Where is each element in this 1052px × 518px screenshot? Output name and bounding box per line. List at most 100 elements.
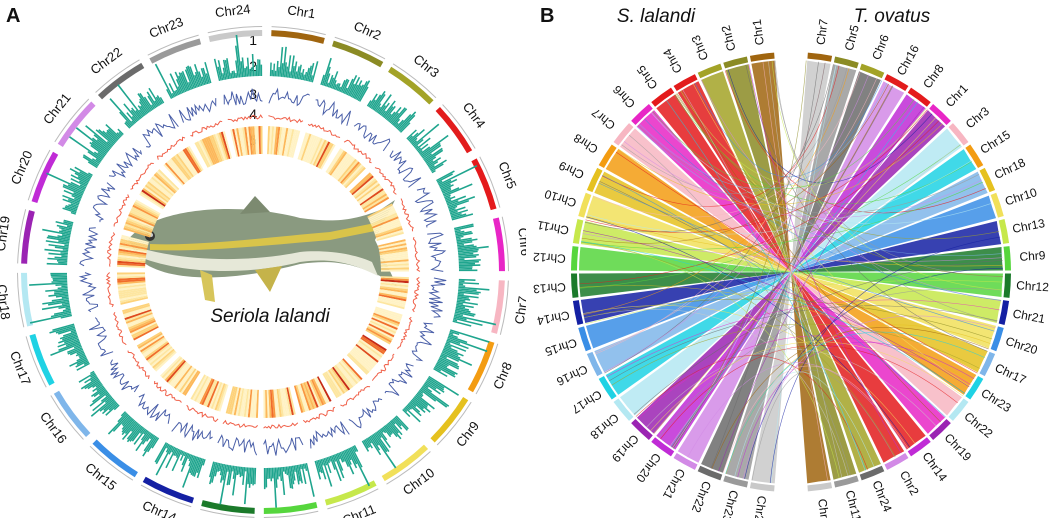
- gene-density-bar: [272, 63, 276, 77]
- heatmap-cell: [244, 126, 250, 155]
- line-track-3: [108, 147, 143, 178]
- line-track-3: [427, 232, 447, 272]
- gene-density-bar: [107, 413, 129, 435]
- heatmap-cell: [239, 388, 246, 417]
- heatmap-cell: [132, 204, 159, 220]
- gene-density-bar: [62, 194, 81, 203]
- gene-density-bar: [387, 422, 402, 440]
- heatmap-cell: [370, 212, 398, 226]
- gene-density-bar: [84, 378, 100, 390]
- line-track-3: [142, 113, 179, 148]
- heatmap-cell: [363, 195, 389, 212]
- heatmap-cell: [325, 148, 343, 173]
- gene-density-bar: [64, 206, 77, 212]
- gene-density-bar: [383, 425, 392, 436]
- gene-density-bar: [135, 431, 151, 452]
- gene-density-bar: [60, 252, 68, 255]
- heatmap-cell: [380, 267, 409, 270]
- gene-density-bar: [52, 279, 68, 282]
- synteny-link: [583, 298, 993, 340]
- gene-density-bar: [257, 59, 260, 77]
- heatmap-cell: [361, 335, 386, 353]
- chromosome-label: Chr1: [286, 2, 316, 21]
- heatmap-cell: [179, 151, 197, 176]
- gene-density-bar: [438, 358, 459, 370]
- heatmap-cell: [166, 360, 186, 383]
- synteny-link: [660, 345, 958, 440]
- synteny-link: [687, 362, 908, 458]
- gene-density-bar: [97, 151, 105, 158]
- gene-density-bar: [276, 60, 279, 77]
- heatmap-cell: [118, 248, 147, 255]
- gene-density-bar: [154, 100, 159, 107]
- synteny-link: [583, 305, 916, 445]
- heatmap-cell: [338, 160, 359, 183]
- heatmap-cell: [119, 293, 148, 301]
- heatmap-cell: [377, 239, 406, 248]
- gene-density-bar: [458, 266, 473, 269]
- gene-density-bar: [333, 84, 337, 90]
- gene-density-bar: [59, 226, 72, 232]
- gene-density-bar: [286, 55, 292, 78]
- synteny-link: [742, 315, 996, 479]
- heatmap-cell: [270, 126, 275, 155]
- gene-density-bar: [185, 66, 196, 89]
- gene-density-bar: [439, 355, 459, 366]
- heatmap-cell: [161, 356, 183, 379]
- synteny-link: [769, 236, 1001, 484]
- heatmap-cell: [374, 309, 402, 321]
- gene-density-bar: [302, 463, 306, 469]
- synteny-link: [711, 327, 989, 469]
- gene-density-bar: [423, 383, 429, 389]
- gene-density-bar: [437, 359, 449, 367]
- gene-density-bar: [106, 129, 119, 141]
- gene-density-bar: [67, 345, 82, 353]
- gene-density-bar: [70, 211, 76, 215]
- gene-density-bar: [48, 252, 68, 256]
- gene-density-bar: [135, 110, 143, 119]
- heatmap-cell: [369, 320, 397, 334]
- right-chromosome-label: Chr3: [963, 104, 992, 132]
- gene-density-bar: [434, 365, 456, 378]
- gene-density-bar: [455, 235, 464, 239]
- gene-density-bar: [283, 62, 287, 78]
- gene-density-bar: [80, 377, 99, 390]
- heatmap-cell: [170, 363, 190, 387]
- gene-density-bar: [217, 463, 221, 472]
- heatmap-cell: [148, 179, 172, 199]
- line-track-4: [156, 136, 186, 160]
- gene-density-bar: [279, 467, 283, 482]
- left-chromosome-label: Chr4: [660, 46, 685, 76]
- gene-density-bar: [29, 313, 72, 324]
- gene-density-bar: [119, 111, 133, 127]
- gene-density-bar: [62, 249, 69, 252]
- gene-density-bar: [232, 466, 238, 496]
- heatmap-cell: [300, 383, 312, 411]
- gene-density-bar: [143, 96, 154, 111]
- gene-density-bar: [457, 243, 464, 247]
- heatmap-cell: [238, 127, 245, 156]
- chromosome-band-a: [331, 40, 384, 68]
- heatmap-cell: [333, 155, 353, 179]
- heatmap-cell: [125, 221, 153, 233]
- right-chromosome-label: Chr15: [978, 127, 1013, 156]
- heatmap-cell: [371, 214, 398, 228]
- chromosome-band-a: [53, 390, 91, 438]
- scale-ticks: [200, 508, 255, 518]
- gene-density-bar: [409, 128, 425, 143]
- gene-density-bar: [320, 74, 325, 85]
- gene-density-bar: [241, 466, 244, 477]
- heatmap-cell: [263, 389, 266, 418]
- left-chromosome-label: Chr15: [543, 336, 579, 359]
- gene-density-bar: [456, 241, 473, 245]
- gene-density-bar: [250, 67, 253, 77]
- gene-density-bar: [453, 317, 483, 327]
- gene-density-bar: [79, 184, 87, 189]
- gene-density-bar: [126, 424, 142, 443]
- gene-density-bar: [458, 259, 481, 262]
- heatmap-cell: [164, 162, 185, 185]
- synteny-band: [751, 60, 831, 484]
- left-chromosome-label: Chr1: [750, 18, 767, 46]
- gene-density-bar: [287, 466, 292, 489]
- chromosome-band-a: [435, 106, 473, 154]
